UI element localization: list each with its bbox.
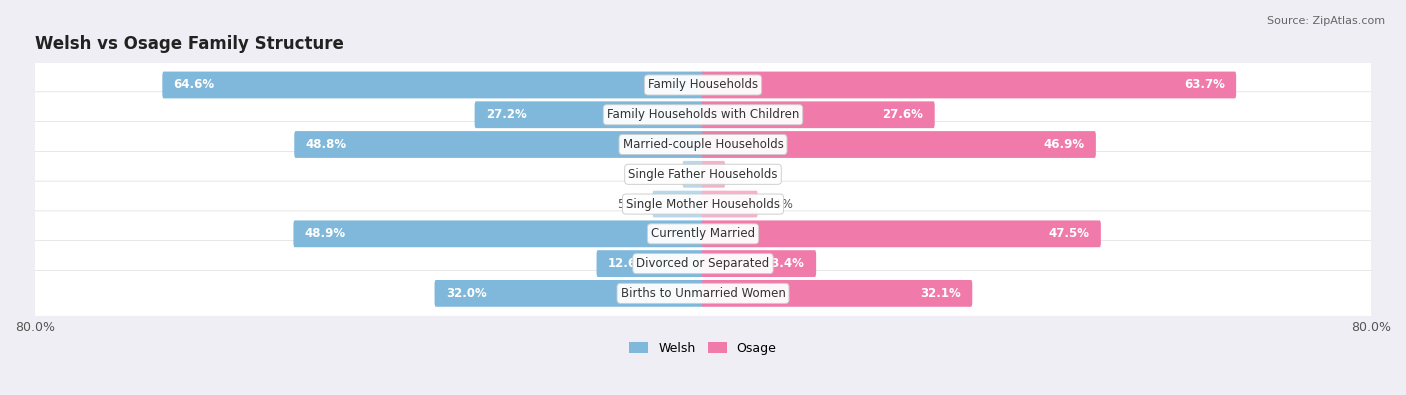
- FancyBboxPatch shape: [702, 102, 935, 128]
- FancyBboxPatch shape: [475, 102, 704, 128]
- FancyBboxPatch shape: [32, 211, 1374, 257]
- Text: 47.5%: 47.5%: [1049, 228, 1090, 240]
- Text: 27.2%: 27.2%: [486, 108, 527, 121]
- Text: Births to Unmarried Women: Births to Unmarried Women: [620, 287, 786, 300]
- FancyBboxPatch shape: [702, 71, 1236, 98]
- FancyBboxPatch shape: [32, 181, 1374, 227]
- Text: 27.6%: 27.6%: [883, 108, 924, 121]
- FancyBboxPatch shape: [32, 151, 1374, 197]
- Text: Married-couple Households: Married-couple Households: [623, 138, 783, 151]
- Text: 32.1%: 32.1%: [921, 287, 962, 300]
- FancyBboxPatch shape: [35, 271, 1376, 317]
- Text: Family Households: Family Households: [648, 79, 758, 92]
- Text: 64.6%: 64.6%: [173, 79, 215, 92]
- FancyBboxPatch shape: [32, 241, 1374, 286]
- FancyBboxPatch shape: [702, 131, 1095, 158]
- FancyBboxPatch shape: [682, 161, 704, 188]
- FancyBboxPatch shape: [294, 220, 704, 247]
- FancyBboxPatch shape: [35, 63, 1376, 109]
- Text: 12.6%: 12.6%: [607, 257, 648, 270]
- Text: 13.4%: 13.4%: [763, 257, 804, 270]
- Text: 48.8%: 48.8%: [305, 138, 347, 151]
- FancyBboxPatch shape: [702, 250, 815, 277]
- FancyBboxPatch shape: [35, 241, 1376, 287]
- Text: 2.3%: 2.3%: [647, 168, 678, 181]
- Text: Family Households with Children: Family Households with Children: [607, 108, 799, 121]
- FancyBboxPatch shape: [162, 71, 704, 98]
- Text: 32.0%: 32.0%: [446, 287, 486, 300]
- FancyBboxPatch shape: [35, 211, 1376, 258]
- FancyBboxPatch shape: [35, 122, 1376, 168]
- Text: Single Mother Households: Single Mother Households: [626, 198, 780, 211]
- Text: 63.7%: 63.7%: [1184, 79, 1225, 92]
- FancyBboxPatch shape: [652, 191, 704, 218]
- FancyBboxPatch shape: [32, 62, 1374, 108]
- Legend: Welsh, Osage: Welsh, Osage: [630, 342, 776, 355]
- FancyBboxPatch shape: [702, 280, 973, 307]
- FancyBboxPatch shape: [294, 131, 704, 158]
- Text: 48.9%: 48.9%: [305, 228, 346, 240]
- FancyBboxPatch shape: [434, 280, 704, 307]
- Text: 46.9%: 46.9%: [1043, 138, 1084, 151]
- FancyBboxPatch shape: [35, 152, 1376, 198]
- Text: Single Father Households: Single Father Households: [628, 168, 778, 181]
- FancyBboxPatch shape: [32, 92, 1374, 138]
- Text: 2.5%: 2.5%: [731, 168, 761, 181]
- FancyBboxPatch shape: [596, 250, 704, 277]
- FancyBboxPatch shape: [35, 182, 1376, 228]
- Text: Welsh vs Osage Family Structure: Welsh vs Osage Family Structure: [35, 35, 344, 53]
- Text: Source: ZipAtlas.com: Source: ZipAtlas.com: [1267, 16, 1385, 26]
- Text: 5.9%: 5.9%: [617, 198, 647, 211]
- FancyBboxPatch shape: [32, 271, 1374, 316]
- FancyBboxPatch shape: [702, 191, 758, 218]
- FancyBboxPatch shape: [35, 92, 1376, 138]
- FancyBboxPatch shape: [32, 122, 1374, 167]
- Text: Divorced or Separated: Divorced or Separated: [637, 257, 769, 270]
- FancyBboxPatch shape: [702, 220, 1101, 247]
- Text: Currently Married: Currently Married: [651, 228, 755, 240]
- Text: 6.4%: 6.4%: [763, 198, 793, 211]
- FancyBboxPatch shape: [702, 161, 725, 188]
